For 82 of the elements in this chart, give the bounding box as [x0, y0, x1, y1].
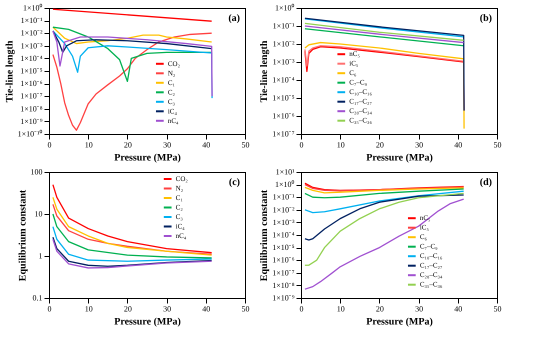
y-tick-label: 1×10⁻⁷: [272, 130, 295, 138]
x-tick-label: 30: [163, 304, 172, 314]
y-tick-label: 100: [30, 168, 42, 176]
x-axis-title: Pressure (MPa): [114, 316, 181, 328]
x-tick-label: 10: [336, 140, 345, 150]
x-tick-label: 0: [300, 304, 304, 314]
line-series: [52, 226, 212, 262]
x-axis-title: Pressure (MPa): [114, 152, 181, 164]
line-series: [52, 26, 212, 44]
y-tick-label: 1×10⁻²: [272, 205, 296, 214]
x-tick-label: 50: [242, 140, 250, 150]
x-tick-label: 0: [48, 140, 52, 150]
y-tick-label: 0.1: [32, 294, 42, 302]
line-series: [52, 32, 212, 131]
x-tick-label: 40: [202, 140, 210, 150]
y-tick-label: 1×10⁻⁶: [272, 112, 295, 120]
y-tick-label: 1×10⁰: [274, 180, 294, 190]
y-tick-label: 1×10⁻⁴: [272, 76, 295, 84]
y-tick-label: 1×10⁻⁵: [272, 243, 295, 252]
line-series: [304, 198, 464, 290]
y-tick-label: 1×10⁻⁸: [20, 104, 43, 114]
x-tick-label: 20: [376, 140, 384, 150]
y-tick-label: 1×10⁻³: [20, 41, 44, 50]
x-tick-label: 30: [163, 140, 172, 150]
x-tick-label: 0: [48, 304, 52, 314]
x-tick-label: 20: [124, 304, 132, 314]
chart-title: (b): [480, 13, 492, 24]
x-tick-label: 10: [336, 304, 345, 314]
line-series: [52, 184, 212, 254]
y-tick-label: 1×10⁻³: [272, 218, 296, 227]
line-series: [304, 45, 464, 67]
y-tick-label: 1: [38, 252, 42, 260]
chart-title: (d): [480, 177, 492, 188]
x-tick-label: 20: [376, 304, 384, 314]
y-tick-label: 1×10⁻⁶: [272, 256, 295, 265]
y-tick-label: 1×10⁻³: [272, 58, 296, 66]
line-series: [52, 30, 212, 54]
y-tick-label: 1×10⁻⁷: [272, 268, 295, 278]
x-tick-label: 0: [300, 140, 304, 150]
y-axis-title: Tie-line length: [4, 40, 16, 102]
y-tick-label: 1×10⁻⁵: [20, 66, 43, 76]
x-tick-label: 40: [202, 304, 210, 314]
x-tick-label: 30: [415, 304, 424, 314]
y-tick-label: 1×10⁻²: [20, 28, 44, 38]
y-axis-title: Tie-line length: [259, 40, 270, 102]
y-tick-label: 1×10⁻⁵: [272, 94, 295, 102]
x-axis-title: Pressure (MPa): [366, 152, 433, 164]
x-tick-label: 10: [84, 140, 93, 150]
line-series: [304, 42, 465, 130]
y-tick-label: 10: [34, 210, 42, 218]
x-tick-label: 20: [124, 140, 132, 150]
y-axis-title: Equilibrium constant: [18, 189, 28, 282]
y-tick-label: 1×10⁻¹: [20, 16, 44, 26]
x-tick-label: 50: [494, 140, 502, 150]
x-tick-label: 50: [242, 304, 250, 314]
chart-title: (a): [228, 13, 240, 24]
line-series: [304, 188, 464, 198]
y-tick-label: 1×10⁻²: [272, 40, 296, 48]
x-tick-label: 40: [454, 140, 462, 150]
y-tick-label: 1×10⁻¹: [272, 192, 296, 202]
y-tick-label: 1×10⁻⁴: [20, 54, 43, 63]
line-series: [304, 194, 464, 241]
y-tick-label: 1×10⁻⁷: [20, 92, 43, 101]
y-tick-label: 1×10⁻¹: [272, 22, 296, 30]
y-tick-label: 1×10⁰: [22, 4, 42, 12]
x-tick-label: 30: [415, 140, 424, 150]
y-tick-label: 1×10⁻⁶: [20, 79, 43, 88]
y-tick-label: 1×10⁻⁸: [272, 280, 295, 290]
y-tick-label: 1×10⁻⁴: [272, 230, 295, 240]
x-tick-label: 50: [494, 304, 502, 314]
y-tick-label: 1×10¹: [276, 168, 296, 176]
y-tick-label: 1×10⁻¹⁰: [18, 130, 42, 138]
line-series: [52, 213, 212, 259]
x-axis-title: Pressure (MPa): [366, 316, 433, 328]
x-tick-label: 10: [84, 304, 93, 314]
line-series: [304, 190, 464, 214]
y-axis-title: Equilibrium constant: [259, 189, 270, 282]
x-tick-label: 40: [454, 304, 462, 314]
chart-title: (c): [228, 177, 240, 188]
y-tick-label: 1×10⁰: [274, 4, 294, 12]
y-tick-label: 1×10⁻⁹: [272, 294, 295, 302]
y-tick-label: 1×10⁻⁹: [20, 116, 43, 126]
